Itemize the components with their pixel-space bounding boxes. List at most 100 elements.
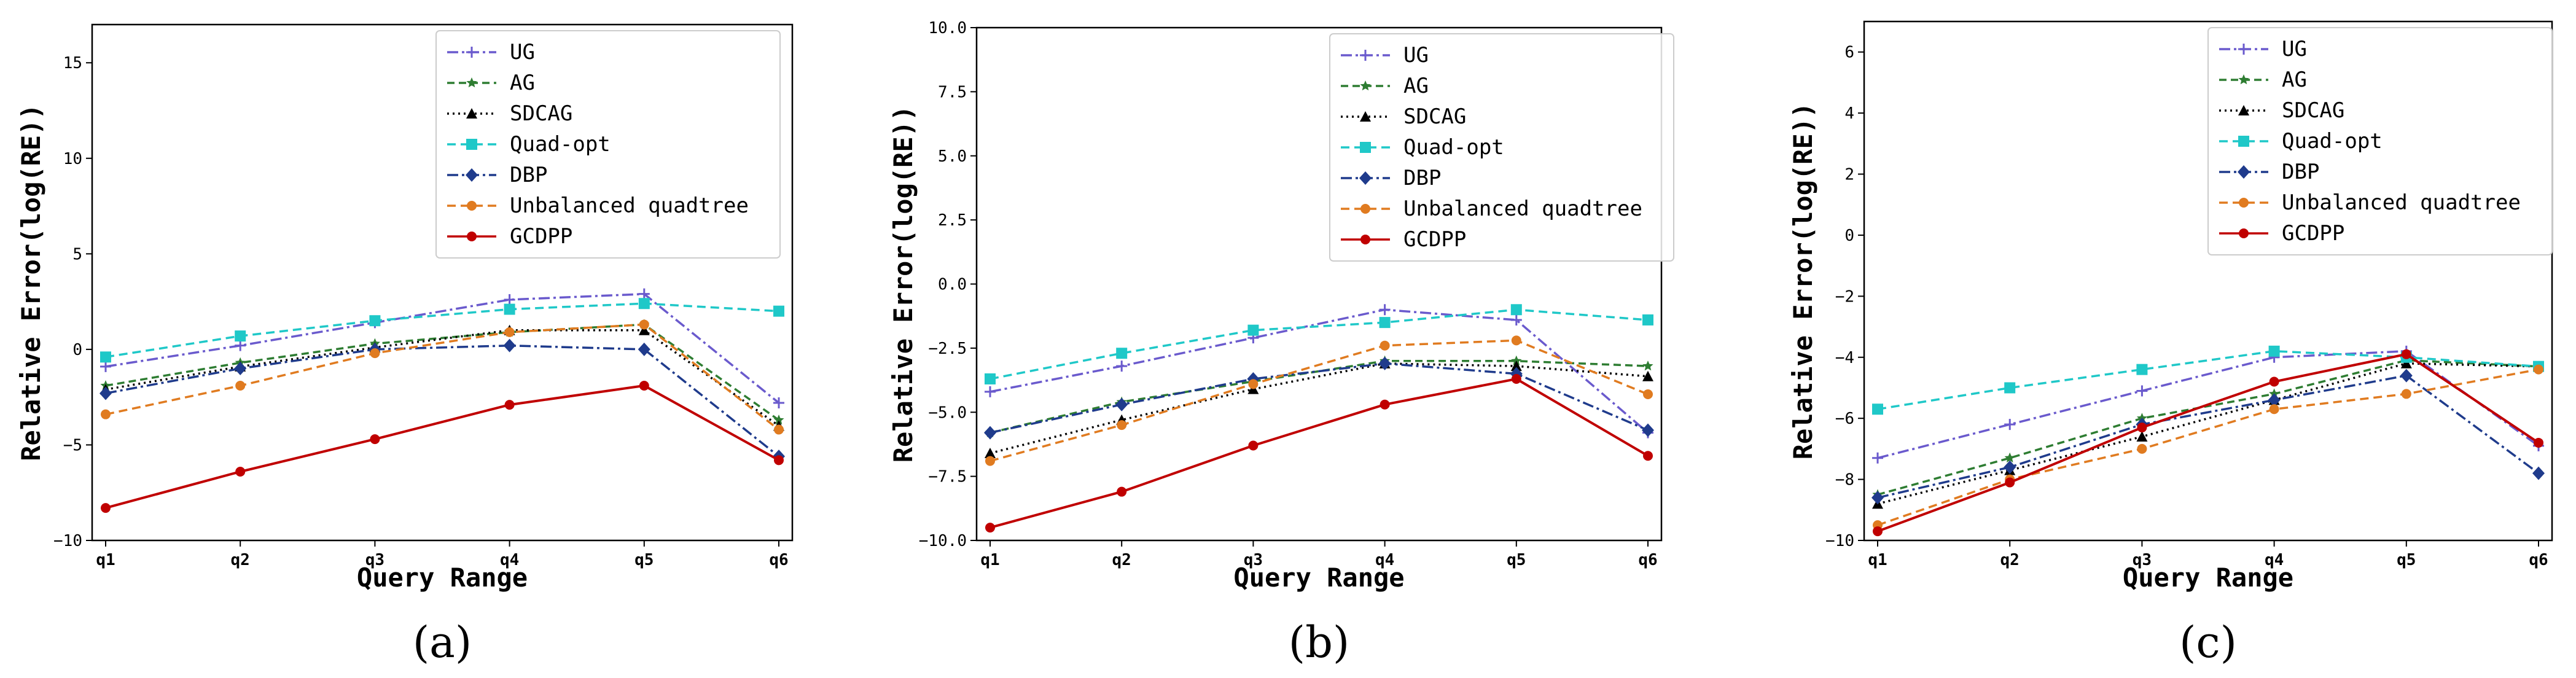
data-point xyxy=(1642,423,1654,437)
y-tick-label: 5.0 xyxy=(938,147,967,166)
series-line xyxy=(989,362,1649,434)
legend-entry: Quad-opt xyxy=(510,132,611,157)
series-line xyxy=(989,360,1649,434)
data-point xyxy=(504,294,515,305)
legend-swatch-marker xyxy=(2239,228,2249,238)
y-tick-label: 2 xyxy=(1844,166,1854,184)
data-point xyxy=(1511,335,1521,346)
x-tick-label: q6 xyxy=(769,551,788,569)
legend-entry: Unbalanced quadtree xyxy=(510,193,749,218)
legend-swatch-marker xyxy=(466,139,477,150)
data-point xyxy=(2137,443,2147,454)
x-tick-label: q1 xyxy=(980,551,999,569)
data-point xyxy=(2004,460,2016,474)
y-tick-label: −10 xyxy=(1825,532,1854,550)
series-quad-opt xyxy=(100,298,784,363)
series-line xyxy=(105,302,779,359)
legend-entry: GCDPP xyxy=(510,224,572,249)
legend-swatch-marker xyxy=(1359,171,1372,185)
data-point xyxy=(1116,348,1128,359)
legend-box xyxy=(1329,33,1674,262)
data-point xyxy=(985,448,996,459)
chart-panel-2: −10.0 −7.5 −5.0 −2.5 0.0 2.5 5.0 7.5 10.0 q1 q2 q3 q… xyxy=(888,19,1674,668)
data-point xyxy=(2269,404,2279,415)
y-tick-label: −4 xyxy=(1835,349,1854,367)
data-point xyxy=(773,397,784,408)
y-tick-label: −2 xyxy=(1835,287,1854,306)
data-point xyxy=(503,338,516,353)
x-tick-label: q1 xyxy=(96,551,115,569)
x-tick-label: q3 xyxy=(1244,551,1263,569)
data-point xyxy=(2269,376,2279,387)
x-tick-label: q1 xyxy=(1868,551,1887,569)
legend: UG AG SDCAG Quad-opt DBP Unbalanced quadtree G… xyxy=(435,30,781,259)
x-tick-label: q3 xyxy=(2133,551,2152,569)
y-tick-label: 10.0 xyxy=(928,19,967,37)
series-line xyxy=(1877,350,2540,459)
data-point xyxy=(985,373,996,384)
series-gcdpp xyxy=(101,381,784,513)
y-tick-label: 10 xyxy=(63,150,82,168)
data-point xyxy=(369,315,381,327)
data-point xyxy=(2137,423,2147,433)
legend-swatch-marker xyxy=(2238,165,2250,179)
data-point xyxy=(638,342,650,356)
x-tick-label: q4 xyxy=(500,551,519,569)
data-point xyxy=(639,319,649,330)
series-line xyxy=(989,362,1649,454)
panel-label: (b) xyxy=(1289,617,1349,668)
y-tick-label: 0 xyxy=(72,341,82,359)
series-line xyxy=(989,308,1649,380)
legend-entry: AG xyxy=(1403,74,1429,98)
y-tick-label: −5.0 xyxy=(928,403,967,422)
legend-swatch-marker xyxy=(466,168,478,182)
data-point xyxy=(1510,314,1522,325)
x-tick-label: q5 xyxy=(634,551,654,569)
data-point xyxy=(1642,314,1653,325)
y-tick-label: −6 xyxy=(1835,410,1854,428)
data-point xyxy=(638,324,650,335)
series-gcdpp xyxy=(1873,349,2543,537)
data-point xyxy=(1511,355,1522,365)
data-point xyxy=(1378,356,1391,370)
data-point xyxy=(638,288,650,300)
data-point xyxy=(1642,360,1653,371)
series-line xyxy=(989,308,1649,434)
legend-entry: UG xyxy=(2282,37,2307,61)
series-unbalanced-quadtree xyxy=(985,335,1653,466)
legend-entry: DBP xyxy=(510,163,547,187)
data-point xyxy=(1247,324,1259,336)
data-point xyxy=(985,386,996,397)
data-point xyxy=(235,340,246,351)
data-point xyxy=(2534,364,2543,375)
data-point xyxy=(639,381,649,391)
series-dbp xyxy=(100,338,785,464)
data-point xyxy=(1116,360,1128,372)
series-line xyxy=(105,329,780,427)
y-tick-label: 15 xyxy=(63,54,82,72)
data-point xyxy=(638,298,650,310)
y-tick-label: 0 xyxy=(1844,227,1854,245)
legend-entry: GCDPP xyxy=(2282,221,2344,246)
data-point xyxy=(2136,385,2148,397)
legend-swatch-marker xyxy=(466,47,477,58)
y-tick-label: 5 xyxy=(72,245,82,263)
series-line xyxy=(105,384,779,510)
y-tick-label: −2.5 xyxy=(928,340,967,358)
legend-swatch-marker xyxy=(2238,105,2249,115)
series-unbalanced-quadtree xyxy=(1873,364,2543,531)
series-line xyxy=(989,377,1649,529)
data-point xyxy=(1872,403,1883,415)
x-tick-label: q2 xyxy=(2000,551,2020,569)
series-sdcag xyxy=(100,324,784,431)
chart-panel-3: −10 −8 −6 −4 −2 0 2 4 6 q1 q2 q3 q4 q5 q6 Query Range Re… xyxy=(1788,20,2553,668)
y-tick-label: −10 xyxy=(53,532,82,550)
x-tick-label: q5 xyxy=(2397,551,2416,569)
legend-swatch-marker xyxy=(2238,136,2249,147)
legend-entry: Unbalanced quadtree xyxy=(1403,197,1642,221)
legend-swatch-marker xyxy=(2238,44,2249,55)
legend-swatch-marker xyxy=(2238,74,2249,85)
y-tick-label: −8 xyxy=(1835,471,1854,489)
y-tick-label: 0.0 xyxy=(938,276,967,294)
